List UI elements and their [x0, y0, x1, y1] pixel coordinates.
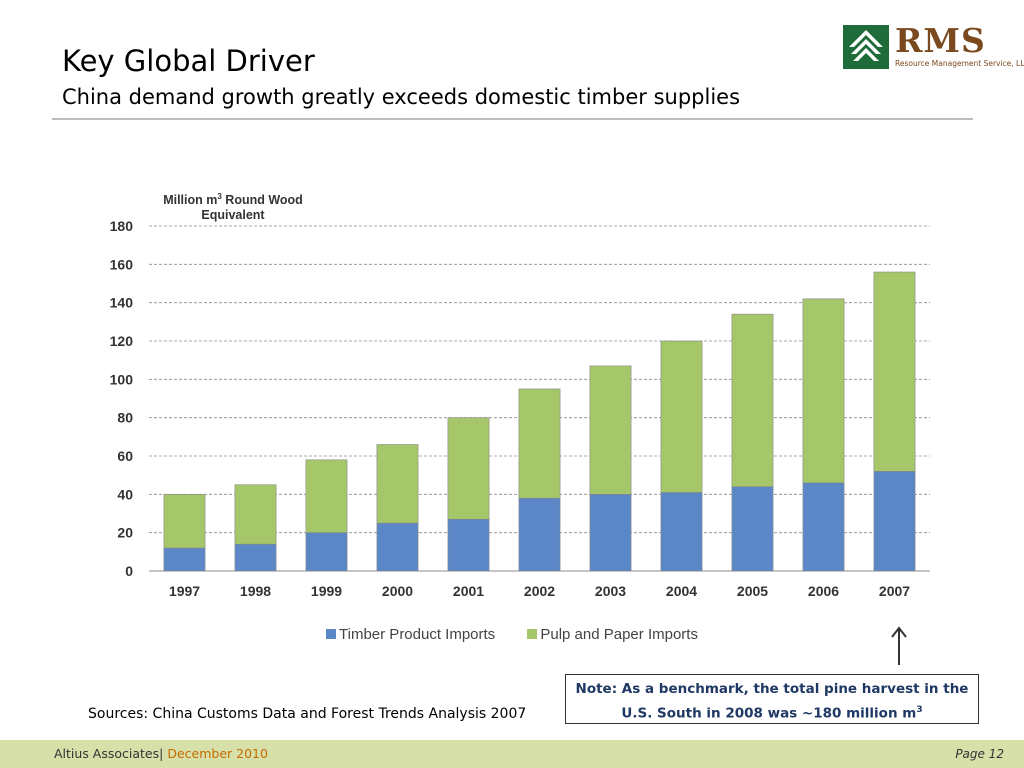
bar-timber-imports: [376, 522, 419, 572]
x-tick-label: 1999: [311, 583, 342, 599]
x-tick-label: 2001: [453, 583, 484, 599]
y-tick-label: 0: [125, 563, 133, 579]
bar-timber-imports: [447, 518, 490, 572]
y-axis-label-rest: Round Wood Equivalent: [201, 193, 303, 223]
y-axis-label-main: Million m: [163, 193, 218, 208]
title-divider: [52, 118, 973, 120]
note-line-2-sup: 3: [916, 705, 923, 715]
legend-swatch-timber: [326, 629, 337, 639]
company-logo: RMS Resource Management Service, LLC: [843, 21, 1024, 73]
note-line-2: U.S. South in 2008 was ~180 million m3: [566, 700, 978, 725]
bar-pulp-paper-imports: [376, 444, 419, 524]
legend-item-pulp: Pulp and Paper Imports: [527, 626, 698, 643]
y-tick-label: 80: [117, 410, 133, 426]
slide-subtitle: China demand growth greatly exceeds dome…: [62, 85, 741, 109]
x-tick-label: 2007: [879, 583, 910, 599]
bar-timber-imports: [234, 543, 277, 572]
bar-timber-imports: [518, 497, 561, 572]
bar-timber-imports: [802, 482, 845, 572]
bar-pulp-paper-imports: [163, 494, 206, 549]
x-tick-label: 2000: [382, 583, 413, 599]
footer-separator: |: [159, 746, 164, 761]
y-tick-label: 20: [117, 525, 133, 541]
bar-pulp-paper-imports: [589, 365, 632, 495]
chart-legend: Timber Product Imports Pulp and Paper Im…: [0, 626, 1024, 643]
bar-pulp-paper-imports: [802, 298, 845, 484]
x-tick-label: 2004: [666, 583, 697, 599]
y-tick-label: 40: [117, 486, 133, 502]
y-tick-label: 160: [110, 256, 134, 272]
bar-pulp-paper-imports: [234, 484, 277, 545]
x-tick-label: 1998: [240, 583, 271, 599]
footer-company: Altius Associates: [54, 746, 160, 761]
y-tick-label: 140: [110, 295, 134, 311]
up-arrow-icon: [891, 626, 907, 665]
bar-timber-imports: [163, 547, 206, 572]
x-tick-label: 2006: [808, 583, 839, 599]
bar-pulp-paper-imports: [660, 340, 703, 493]
bar-pulp-paper-imports: [305, 459, 348, 533]
slide-title: Key Global Driver: [62, 44, 315, 78]
footer-date: December 2010: [167, 746, 268, 761]
bar-timber-imports: [305, 532, 348, 572]
y-tick-label: 180: [110, 218, 134, 234]
bar-pulp-paper-imports: [518, 388, 561, 499]
sources-text: Sources: China Customs Data and Forest T…: [88, 706, 527, 722]
x-tick-label: 2002: [524, 583, 555, 599]
y-axis-label: Million m3 Round Wood Equivalent: [148, 189, 318, 223]
note-line-1: Note: As a benchmark, the total pine har…: [575, 681, 969, 697]
x-tick-label: 2003: [595, 583, 626, 599]
footer-left: Altius Associates| December 2010: [54, 746, 268, 761]
footer-page-number: Page 12: [955, 747, 1004, 761]
logo-tagline: Resource Management Service, LLC: [895, 59, 1024, 68]
x-tick-label: 2005: [737, 583, 768, 599]
y-tick-label: 120: [110, 333, 134, 349]
benchmark-note: Note: As a benchmark, the total pine har…: [565, 674, 979, 724]
y-tick-label: 100: [110, 371, 134, 387]
logo-wordmark: RMS: [895, 21, 986, 60]
legend-item-timber: Timber Product Imports: [326, 626, 495, 643]
x-tick-label: 1997: [169, 583, 200, 599]
bar-timber-imports: [873, 471, 916, 572]
logo-tree-icon: [843, 25, 889, 69]
legend-swatch-pulp: [527, 629, 538, 639]
bar-pulp-paper-imports: [731, 313, 774, 487]
legend-label-pulp: Pulp and Paper Imports: [540, 626, 698, 643]
legend-label-timber: Timber Product Imports: [339, 626, 496, 643]
bar-timber-imports: [660, 492, 703, 572]
y-tick-label: 60: [117, 448, 133, 464]
y-axis-label-sup: 3: [217, 192, 222, 201]
bar-timber-imports: [589, 494, 632, 572]
footer-bar: Altius Associates| December 2010 Page 12: [0, 740, 1024, 768]
bar-timber-imports: [731, 486, 774, 572]
bar-pulp-paper-imports: [873, 271, 916, 472]
note-line-2-text: U.S. South in 2008 was ~180 million m: [621, 705, 917, 722]
bar-pulp-paper-imports: [447, 417, 490, 520]
